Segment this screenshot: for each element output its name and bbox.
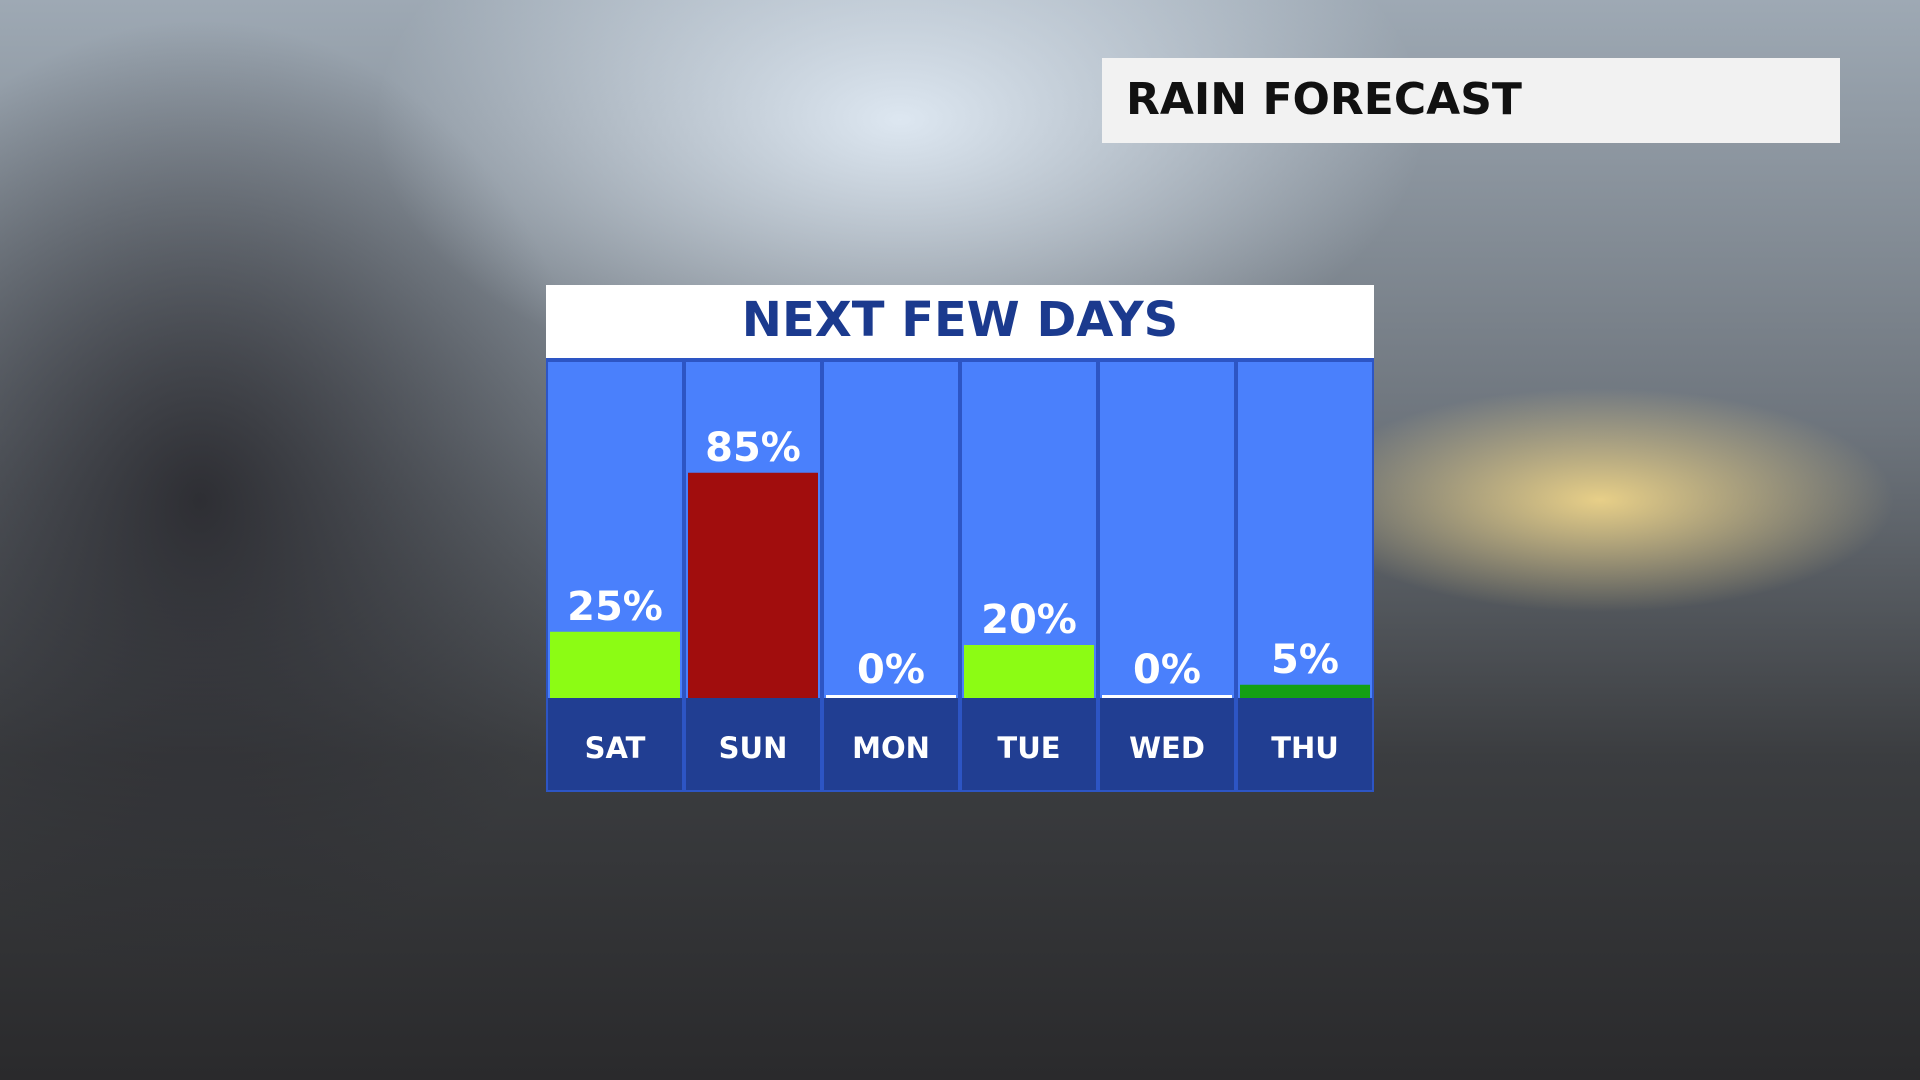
column (824, 362, 958, 698)
column (1238, 362, 1372, 698)
day-cell (824, 698, 958, 790)
column (962, 362, 1096, 698)
value-label: 25% (567, 584, 663, 630)
chart-panel (546, 358, 1374, 792)
value-label: 85% (705, 425, 801, 471)
bar (688, 472, 818, 698)
bar (1102, 695, 1232, 698)
value-label: 5% (1271, 637, 1339, 683)
value-label: 0% (857, 647, 925, 693)
x-tick-label: MON (852, 731, 930, 765)
x-tick-label: THU (1271, 731, 1339, 765)
x-tick-label: TUE (997, 731, 1060, 765)
bar (964, 645, 1094, 698)
day-cell (962, 698, 1096, 790)
day-cell (686, 698, 820, 790)
x-tick-label: WED (1129, 731, 1205, 765)
bar (826, 695, 956, 698)
header-box (1102, 58, 1840, 143)
day-cell (1100, 698, 1234, 790)
title-band (546, 285, 1374, 359)
chart-title: NEXT FEW DAYS (742, 292, 1178, 348)
day-cell (1238, 698, 1372, 790)
x-tick-label: SUN (719, 731, 788, 765)
column (1100, 362, 1234, 698)
x-tick-label: SAT (585, 731, 646, 765)
header-title: RAIN FORECAST (1126, 74, 1522, 125)
bar (1240, 684, 1370, 698)
bar (550, 631, 680, 698)
value-label: 20% (981, 597, 1077, 643)
day-cell (548, 698, 682, 790)
value-label: 0% (1133, 647, 1201, 693)
